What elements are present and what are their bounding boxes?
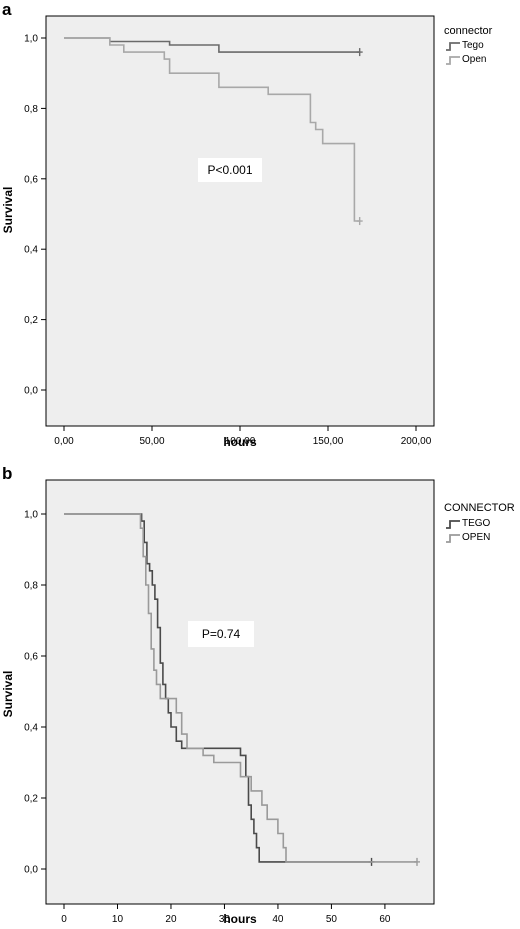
x-tick-label: 0,00 (54, 436, 74, 447)
y-tick-label: 0,6 (24, 174, 38, 185)
legend-label-open: Open (462, 54, 486, 65)
legend-label-tego: TEGO (462, 518, 491, 529)
legend-swatch-tego (446, 520, 460, 529)
x-tick-label: 40 (272, 914, 284, 925)
x-tick-label: 200,00 (401, 436, 432, 447)
panel-b-letter: b (2, 464, 13, 483)
x-axis-title: hours (223, 435, 257, 449)
panel-b: b 0 10 20 30 40 50 60 0,0 0,2 0,4 0,6 0,8 1,0 hours Su… (0, 464, 520, 929)
legend-title: CONNECTOR (444, 502, 515, 514)
legend-swatch-open (446, 56, 460, 65)
y-tick-label: 0,2 (24, 794, 38, 805)
x-tick-label: 0 (61, 914, 67, 925)
x-tick-label: 100,00 (225, 436, 256, 447)
x-axis-title: hours (223, 912, 257, 926)
x-tick-label: 30 (219, 914, 231, 925)
y-axis-title: Survival (1, 671, 15, 718)
p-value-text: P<0.001 (207, 163, 252, 177)
legend-label-tego: Tego (462, 40, 484, 51)
y-tick-label: 0,4 (24, 245, 38, 256)
p-value-box (188, 621, 254, 647)
legend-swatch-tego (446, 42, 460, 51)
series-line-open (64, 513, 417, 863)
legend-label-open: OPEN (462, 532, 490, 543)
y-axis-title: Survival (1, 187, 15, 234)
y-tick-label: 0,0 (24, 386, 38, 397)
x-tick-label: 10 (112, 914, 124, 925)
y-tick-label: 0,8 (24, 104, 38, 115)
x-tick-label: 50 (326, 914, 338, 925)
x-tick-label: 150,00 (313, 436, 344, 447)
plot-area (45, 15, 435, 427)
p-value-box (198, 158, 262, 182)
p-value-text: P=0.74 (202, 627, 241, 641)
x-tick-label: 60 (379, 914, 391, 925)
legend-title: connector (444, 25, 493, 37)
plot-area (45, 479, 435, 905)
series-line-tego (64, 513, 372, 863)
y-tick-label: 0,4 (24, 723, 38, 734)
legend-swatch-open (446, 534, 460, 543)
panel-a: a 0,00 50,00 100,00 150,00 200,00 0,0 0,2 0,4 0,… (0, 0, 520, 464)
y-tick-label: 0,8 (24, 581, 38, 592)
km-chart-b: 0 10 20 30 40 50 60 0,0 0,2 0,4 0,6 0,8 1,0 hours Surv… (1, 479, 515, 926)
y-tick-label: 1,0 (24, 34, 38, 45)
x-tick-label: 50,00 (139, 436, 164, 447)
x-tick-label: 20 (165, 914, 177, 925)
y-tick-label: 0,0 (24, 865, 38, 876)
panel-a-letter: a (2, 0, 12, 19)
y-tick-label: 0,2 (24, 315, 38, 326)
y-tick-label: 0,6 (24, 652, 38, 663)
km-chart-a: 0,00 50,00 100,00 150,00 200,00 0,0 0,2 0,4 0,6 0… (1, 15, 493, 449)
series-line-open (64, 37, 360, 222)
y-tick-label: 1,0 (24, 510, 38, 521)
